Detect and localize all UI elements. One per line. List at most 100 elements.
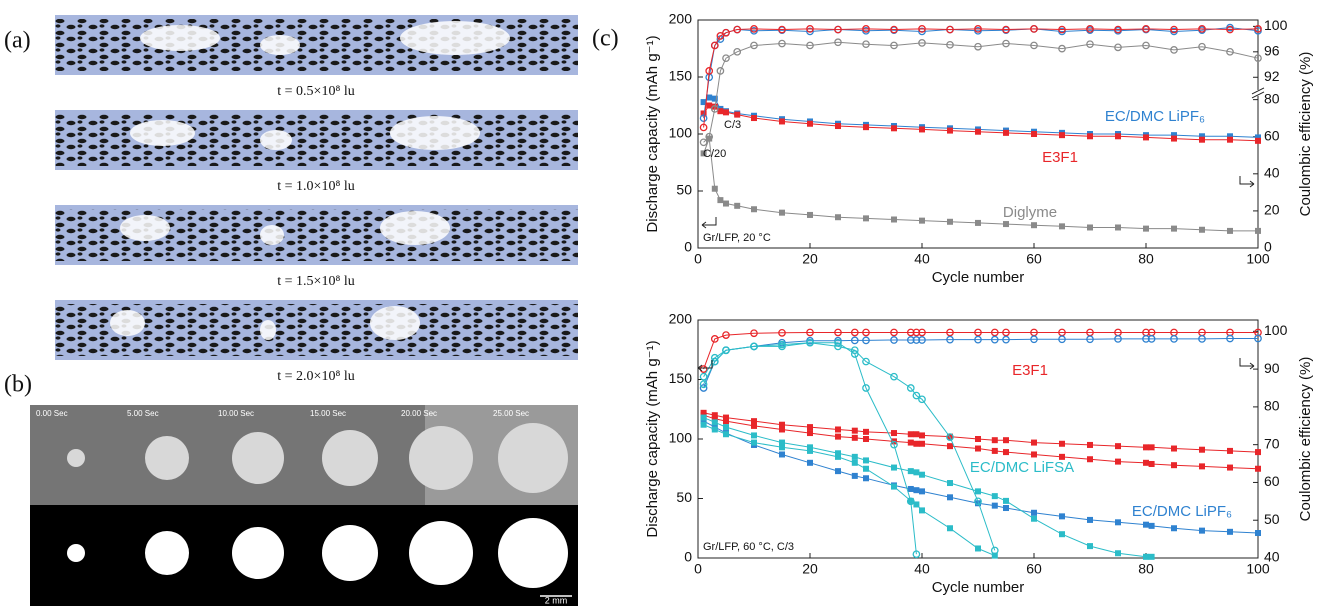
data-point <box>852 428 858 434</box>
data-point <box>947 443 953 449</box>
sim-caption: t = 0.5×10⁸ lu <box>277 84 354 99</box>
data-point <box>1115 459 1121 465</box>
y2-tick-label: 80 <box>1264 90 1280 106</box>
x-tick-label: 80 <box>1138 561 1154 577</box>
series-label: E3F1 <box>1042 149 1078 166</box>
data-point <box>835 214 841 220</box>
axis-arrow <box>1240 358 1254 369</box>
droplet-binary <box>145 531 189 575</box>
y2-tick-label: 40 <box>1264 549 1280 565</box>
data-point <box>779 210 785 216</box>
data-point <box>779 426 785 432</box>
data-point <box>1003 498 1009 504</box>
data-point <box>891 465 897 471</box>
data-point <box>975 488 981 494</box>
y-tick-label: 0 <box>684 549 692 565</box>
data-point <box>807 444 813 450</box>
data-point <box>1227 529 1233 535</box>
series-label: EC/DMC LiFSA <box>970 459 1074 476</box>
data-point <box>975 446 981 452</box>
y2-tick-label: 100 <box>1264 322 1288 338</box>
data-point <box>1199 463 1205 469</box>
data-point <box>1059 132 1065 138</box>
droplet-gray <box>67 449 85 467</box>
data-point <box>1003 221 1009 227</box>
data-point <box>919 441 925 447</box>
data-point <box>1227 465 1233 471</box>
data-point <box>908 431 914 437</box>
panel-label: (a) <box>4 28 31 54</box>
data-point <box>852 473 858 479</box>
data-point <box>1143 226 1149 232</box>
data-point <box>734 203 740 209</box>
data-point <box>835 450 841 456</box>
data-point <box>1171 462 1177 468</box>
series-line <box>704 28 1258 119</box>
data-point <box>913 469 919 475</box>
droplet-gray <box>322 430 378 486</box>
y2-tick-label: 60 <box>1264 473 1280 489</box>
data-point <box>975 436 981 442</box>
sim-void <box>400 21 510 55</box>
data-point <box>1143 134 1149 140</box>
data-point <box>807 460 813 466</box>
data-point <box>712 186 718 192</box>
data-point <box>1199 227 1205 233</box>
panel-label: (c) <box>592 26 619 52</box>
data-point <box>1115 133 1121 139</box>
data-point <box>863 124 869 130</box>
time-label: 15.00 Sec <box>310 409 346 418</box>
data-point <box>1171 525 1177 531</box>
data-point <box>919 218 925 224</box>
data-point <box>975 220 981 226</box>
sim-void <box>130 120 195 146</box>
chart: 020406080100050100150200405060708090100C… <box>644 311 1314 596</box>
data-point <box>1255 138 1261 144</box>
data-point <box>1003 130 1009 136</box>
annotation: Gr/LFP, 60 °C, C/3 <box>703 541 794 553</box>
data-point <box>1087 517 1093 523</box>
y-tick-label: 50 <box>676 182 692 198</box>
data-point <box>1199 447 1205 453</box>
data-point <box>863 429 869 435</box>
sim-void <box>260 130 292 150</box>
data-point <box>1143 444 1149 450</box>
data-point <box>1199 137 1205 143</box>
data-point <box>919 432 925 438</box>
data-point <box>947 494 953 500</box>
series-line <box>704 418 1152 557</box>
data-point <box>751 423 757 429</box>
data-point <box>992 437 998 443</box>
data-point <box>835 426 841 432</box>
data-point <box>1115 443 1121 449</box>
data-point <box>712 426 718 432</box>
data-point <box>1031 131 1037 137</box>
data-point <box>863 466 869 472</box>
figure: (a) (b) (c) t = 0.5×10⁸ lut = 1.0×10⁸ lu… <box>0 0 1317 606</box>
x-tick-label: 80 <box>1138 251 1154 267</box>
sim-void <box>120 215 170 241</box>
annotation: C/20 <box>703 148 726 160</box>
data-point <box>1087 133 1093 139</box>
y-axis-label: Discharge capacity (mAh g⁻¹) <box>644 35 661 232</box>
data-point <box>1149 444 1155 450</box>
data-point <box>835 468 841 474</box>
data-point <box>1255 466 1261 472</box>
y-tick-label: 200 <box>669 11 693 27</box>
data-point <box>779 451 785 457</box>
axis-arrow <box>1240 176 1254 187</box>
sim-caption: t = 1.0×10⁸ lu <box>277 179 354 194</box>
data-point <box>992 448 998 454</box>
data-point <box>852 460 858 466</box>
data-point <box>863 475 869 481</box>
data-point <box>1143 460 1149 466</box>
data-point <box>751 440 757 446</box>
droplet-binary <box>232 527 284 579</box>
data-point <box>992 493 998 499</box>
data-point <box>1031 222 1037 228</box>
x-tick-label: 40 <box>914 561 930 577</box>
data-point <box>1149 554 1155 560</box>
image-frame <box>30 505 578 606</box>
x-tick-label: 60 <box>1026 561 1042 577</box>
data-point <box>807 430 813 436</box>
